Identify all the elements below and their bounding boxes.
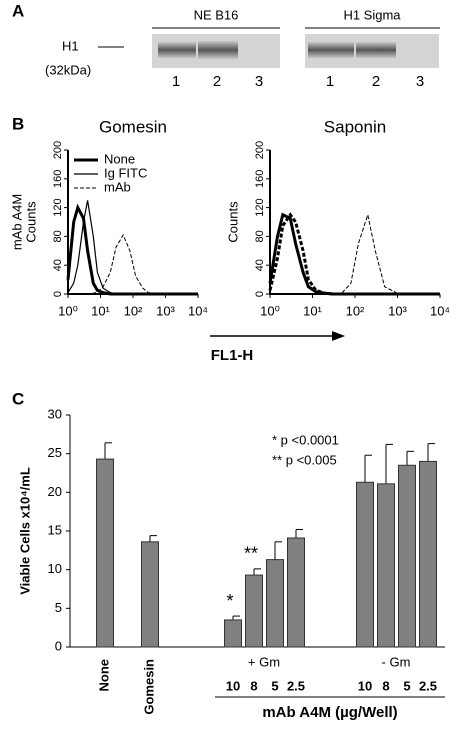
y-axis-label: Counts — [225, 201, 240, 243]
lane-label: 2 — [372, 73, 380, 90]
group-label: - Gm — [382, 654, 411, 669]
marker-name: H1 — [62, 38, 79, 53]
x-tick-label: 10 — [358, 678, 372, 693]
y-tick-label: 10 — [48, 561, 62, 576]
x-tick-label: 8 — [382, 678, 389, 693]
y-axis-label: Counts — [23, 201, 38, 243]
histogram-line — [270, 212, 441, 295]
x-tick-label: 10¹ — [303, 303, 322, 318]
legend-label: None — [104, 151, 135, 166]
bar — [245, 574, 263, 648]
bar — [266, 559, 284, 648]
bar — [141, 541, 159, 648]
y-tick-label: 25 — [48, 445, 62, 460]
histogram-line — [66, 203, 198, 296]
x-tick-label: 10⁰ — [58, 303, 78, 318]
annotation: * p <0.0001 — [272, 432, 339, 447]
bar — [96, 458, 114, 648]
y-tick-label: 40 — [254, 259, 266, 271]
y-axis-label: Viable Cells x10⁴/mL — [17, 467, 32, 595]
y-tick-label: 20 — [48, 484, 62, 499]
panel-label: A — [12, 1, 24, 20]
chart-title: Gomesin — [99, 117, 167, 136]
blot-band — [308, 42, 354, 58]
y-axis-label: mAb A4M — [9, 194, 24, 250]
bar — [419, 460, 437, 648]
x-axis-label: FL1-H — [211, 347, 254, 364]
histogram-line — [67, 200, 198, 295]
chart-title: Saponin — [324, 117, 386, 136]
histogram-line — [268, 212, 440, 296]
x-tick-label: 5 — [403, 678, 410, 693]
significance-mark: * — [226, 591, 233, 611]
x-tick-label: 10⁰ — [260, 303, 280, 318]
panel-label: C — [12, 389, 24, 408]
y-tick-label: 160 — [254, 170, 266, 188]
y-tick-label: 30 — [48, 406, 62, 421]
y-tick-label: 80 — [52, 230, 64, 242]
group-label: + Gm — [248, 654, 280, 669]
histogram-line — [268, 212, 440, 296]
significance-mark: ** — [244, 544, 258, 564]
y-tick-label: 40 — [52, 259, 64, 271]
y-tick-label: 5 — [55, 600, 62, 615]
bar — [377, 483, 395, 648]
y-tick-label: 0 — [52, 291, 64, 297]
group-label: H1 Sigma — [343, 7, 401, 22]
y-tick-label: 0 — [55, 638, 62, 653]
x-tick-label: 10 — [226, 678, 240, 693]
x-tick-label: 10³ — [156, 303, 175, 318]
group-label: NE B16 — [194, 7, 239, 22]
bar — [398, 464, 416, 648]
x-tick-label: Gomesin — [141, 659, 156, 715]
y-tick-label: 200 — [254, 141, 266, 159]
x-tick-label: 2.5 — [419, 678, 437, 693]
x-tick-label: 10² — [124, 303, 143, 318]
legend-label: mAb — [104, 179, 131, 194]
marker-size: (32kDa) — [45, 62, 91, 77]
lane-label: 3 — [416, 73, 424, 90]
bar — [356, 481, 374, 648]
blot-band — [356, 42, 396, 58]
y-tick-label: 120 — [52, 198, 64, 216]
bar — [287, 537, 305, 648]
annotation: ** p <0.005 — [272, 452, 337, 467]
y-tick-label: 160 — [52, 170, 64, 188]
x-tick-label: 5 — [271, 678, 278, 693]
y-tick-label: 15 — [48, 522, 62, 537]
lane-label: 2 — [213, 73, 221, 90]
lane-label: 1 — [326, 73, 334, 90]
x-tick-label: 8 — [250, 678, 257, 693]
bar — [224, 619, 242, 648]
x-tick-label: 10⁴ — [430, 303, 450, 318]
lane-label: 3 — [255, 73, 263, 90]
panel-label: B — [12, 114, 24, 133]
y-tick-label: 200 — [52, 141, 64, 159]
x-tick-label: 10² — [346, 303, 365, 318]
y-tick-label: 0 — [254, 291, 266, 297]
blot-band — [198, 41, 238, 59]
legend-label: Ig FITC — [104, 165, 147, 180]
y-tick-label: 80 — [254, 230, 266, 242]
x-tick-label: None — [96, 659, 111, 692]
x-axis-label: mAb A4M (µg/Well) — [262, 704, 397, 721]
x-tick-label: 2.5 — [287, 678, 305, 693]
arrow-head — [332, 331, 345, 341]
x-tick-label: 10⁴ — [188, 303, 208, 318]
axis — [269, 150, 440, 295]
y-tick-label: 120 — [254, 198, 266, 216]
x-tick-label: 10³ — [388, 303, 407, 318]
lane-label: 1 — [172, 73, 180, 90]
blot-band — [158, 42, 196, 58]
histogram-line — [68, 233, 198, 295]
x-tick-label: 10¹ — [91, 303, 110, 318]
